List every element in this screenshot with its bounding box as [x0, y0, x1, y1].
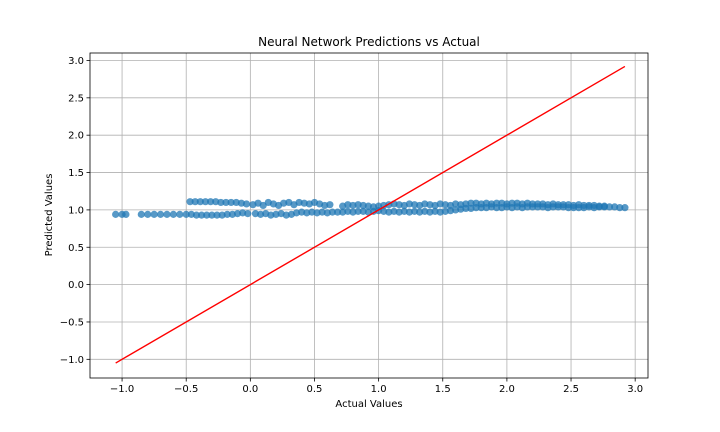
x-tick-label: 0.5: [307, 384, 323, 395]
scatter-point: [242, 200, 251, 208]
scatter-point: [575, 204, 583, 212]
scatter-point: [467, 199, 475, 207]
scatter-point: [198, 211, 206, 219]
y-tick-label: −0.5: [60, 317, 84, 328]
scatter-point: [176, 210, 184, 218]
scatter-point: [150, 210, 158, 218]
y-tick-label: 2.0: [68, 131, 84, 142]
scatter-point: [227, 198, 235, 207]
scatter-point: [605, 203, 614, 211]
scatter-point: [477, 204, 485, 212]
y-tick-label: 3.0: [68, 56, 84, 67]
scatter-point: [616, 204, 624, 212]
x-tick-label: 2.0: [499, 384, 515, 395]
scatter-point: [191, 198, 199, 206]
x-axis-ticks: −1.0 −0.5 0.0 0.5 1.0 1.5 2.0 2.5 3.0: [110, 378, 643, 395]
scatter-point: [328, 208, 337, 216]
scatter-point: [223, 210, 231, 218]
scatter-point: [244, 210, 252, 218]
scatter-point: [462, 204, 470, 213]
scatter-point: [326, 201, 334, 209]
scatter-point: [333, 208, 342, 216]
x-tick-label: −0.5: [174, 384, 198, 395]
x-tick-label: 3.0: [627, 384, 643, 395]
y-tick-label: 1.0: [68, 205, 84, 216]
y-axis-label: Predicted Values: [44, 174, 55, 257]
scatter-point: [493, 199, 501, 207]
scatter-point: [196, 198, 204, 206]
scatter-point: [169, 210, 177, 218]
scatter-point: [208, 211, 216, 219]
chart-title: Neural Network Predictions vs Actual: [258, 35, 480, 49]
scatter-point: [217, 198, 225, 207]
scatter-point: [354, 207, 362, 215]
x-tick-label: 0.0: [242, 384, 258, 395]
scatter-point: [163, 210, 171, 218]
scatter-point: [206, 198, 215, 206]
scatter-points: [112, 198, 629, 219]
scatter-point: [156, 210, 165, 218]
x-tick-label: 2.5: [563, 384, 579, 395]
scatter-point: [559, 201, 567, 209]
scatter-point: [137, 210, 145, 218]
scatter-point: [595, 202, 603, 210]
x-tick-label: 1.0: [371, 384, 387, 395]
identity-line: [115, 65, 626, 364]
reference-line: [115, 65, 626, 364]
y-tick-label: −1.0: [60, 355, 84, 366]
scatter-point: [203, 211, 211, 219]
scatter-point: [112, 210, 120, 218]
y-tick-label: 2.5: [68, 93, 84, 104]
y-tick-label: 1.5: [68, 168, 84, 179]
scatter-point: [621, 204, 629, 212]
scatter-point: [182, 210, 190, 218]
y-tick-label: 0.5: [68, 243, 84, 254]
scatter-point: [570, 204, 578, 212]
scatter-point: [201, 198, 210, 206]
x-tick-label: −1.0: [110, 384, 134, 395]
x-tick-label: 1.5: [435, 384, 451, 395]
y-tick-label: 0.0: [68, 280, 84, 291]
scatter-point: [192, 211, 201, 219]
y-axis-ticks: −1.0 −0.5 0.0 0.5 1.0 1.5 2.0 2.5 3.0: [60, 56, 90, 366]
scatter-point: [144, 210, 152, 218]
scatter-point: [213, 211, 221, 219]
plot-frame: [89, 52, 649, 379]
scatter-point: [186, 198, 194, 206]
scatter-point: [222, 198, 230, 207]
x-axis-label: Actual Values: [335, 399, 402, 410]
scatter-point: [122, 210, 130, 218]
scatter-point: [472, 204, 480, 212]
scatter-point: [534, 203, 542, 211]
scatter-point: [554, 201, 562, 209]
